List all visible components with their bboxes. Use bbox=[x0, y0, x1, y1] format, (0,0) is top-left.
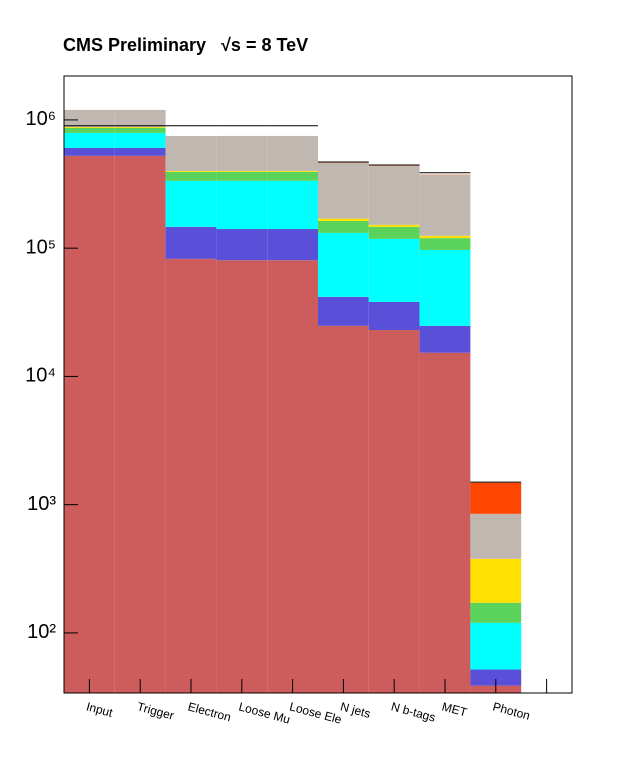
chart-title: CMS Preliminary √s = 8 TeV bbox=[63, 35, 308, 55]
bar-segment bbox=[64, 127, 115, 128]
bar-segment bbox=[216, 229, 268, 261]
bar-segment bbox=[165, 258, 217, 693]
bar-segment bbox=[419, 249, 471, 326]
plot-frame bbox=[63, 75, 573, 694]
bar-segment bbox=[267, 135, 318, 171]
bar-segment bbox=[318, 162, 369, 219]
x-tick-label: Input bbox=[85, 699, 115, 720]
y-tick-label: 10² bbox=[27, 621, 56, 643]
bar-segment bbox=[368, 224, 420, 227]
bar-segment bbox=[368, 226, 420, 239]
y-tick-label: 10³ bbox=[27, 493, 56, 515]
bar-segment bbox=[165, 171, 217, 172]
bar-segment bbox=[318, 218, 369, 221]
bar-segment bbox=[368, 301, 420, 331]
bar-segment bbox=[419, 235, 471, 239]
bar-segment bbox=[368, 166, 420, 225]
bar-segment bbox=[267, 171, 318, 181]
bar-segment bbox=[165, 171, 217, 181]
bar-segment bbox=[318, 296, 369, 326]
bar-segment bbox=[114, 147, 166, 156]
bar-segment bbox=[64, 109, 115, 128]
bar-segment bbox=[419, 238, 471, 250]
bar-segment bbox=[267, 229, 318, 261]
bar-segment bbox=[267, 180, 318, 230]
bar-segment bbox=[419, 325, 471, 353]
bar-segment bbox=[64, 127, 115, 133]
bar-segment bbox=[114, 127, 166, 133]
bar-segment bbox=[216, 170, 268, 172]
bar-segment bbox=[114, 127, 166, 128]
bar-segment bbox=[64, 132, 115, 148]
bar-segment bbox=[470, 482, 522, 514]
bar-segment bbox=[267, 260, 318, 693]
bar-segment bbox=[419, 174, 471, 236]
bar-segment bbox=[64, 155, 115, 694]
bar-segment bbox=[165, 180, 217, 227]
bar-segment bbox=[470, 602, 522, 623]
bar-segment bbox=[267, 170, 318, 172]
bar-segment bbox=[216, 260, 268, 693]
bar-segment bbox=[216, 180, 268, 230]
bar-segment bbox=[470, 622, 522, 670]
bar-segment bbox=[165, 226, 217, 259]
bar-segment bbox=[419, 352, 471, 693]
y-tick-label: 10⁶ bbox=[26, 108, 56, 130]
bar-segment bbox=[216, 135, 268, 171]
bar-segment bbox=[318, 325, 369, 693]
y-tick-label: 10⁵ bbox=[25, 236, 56, 258]
bar-segment bbox=[165, 135, 217, 172]
bar-segment bbox=[470, 558, 522, 603]
y-tick-label: 10⁴ bbox=[25, 365, 56, 387]
bar-segment bbox=[470, 513, 522, 559]
bar-segment bbox=[318, 220, 369, 233]
bar-segment bbox=[470, 669, 522, 686]
bar-segment bbox=[114, 132, 166, 148]
bar-segment bbox=[114, 109, 166, 128]
x-tick-label: MET bbox=[440, 699, 469, 719]
bar-segment bbox=[368, 330, 420, 693]
bar-segment bbox=[318, 232, 369, 297]
bar-segment bbox=[368, 238, 420, 302]
bar-segment bbox=[216, 171, 268, 181]
bar-segment bbox=[64, 147, 115, 156]
bar-segment bbox=[114, 155, 166, 694]
